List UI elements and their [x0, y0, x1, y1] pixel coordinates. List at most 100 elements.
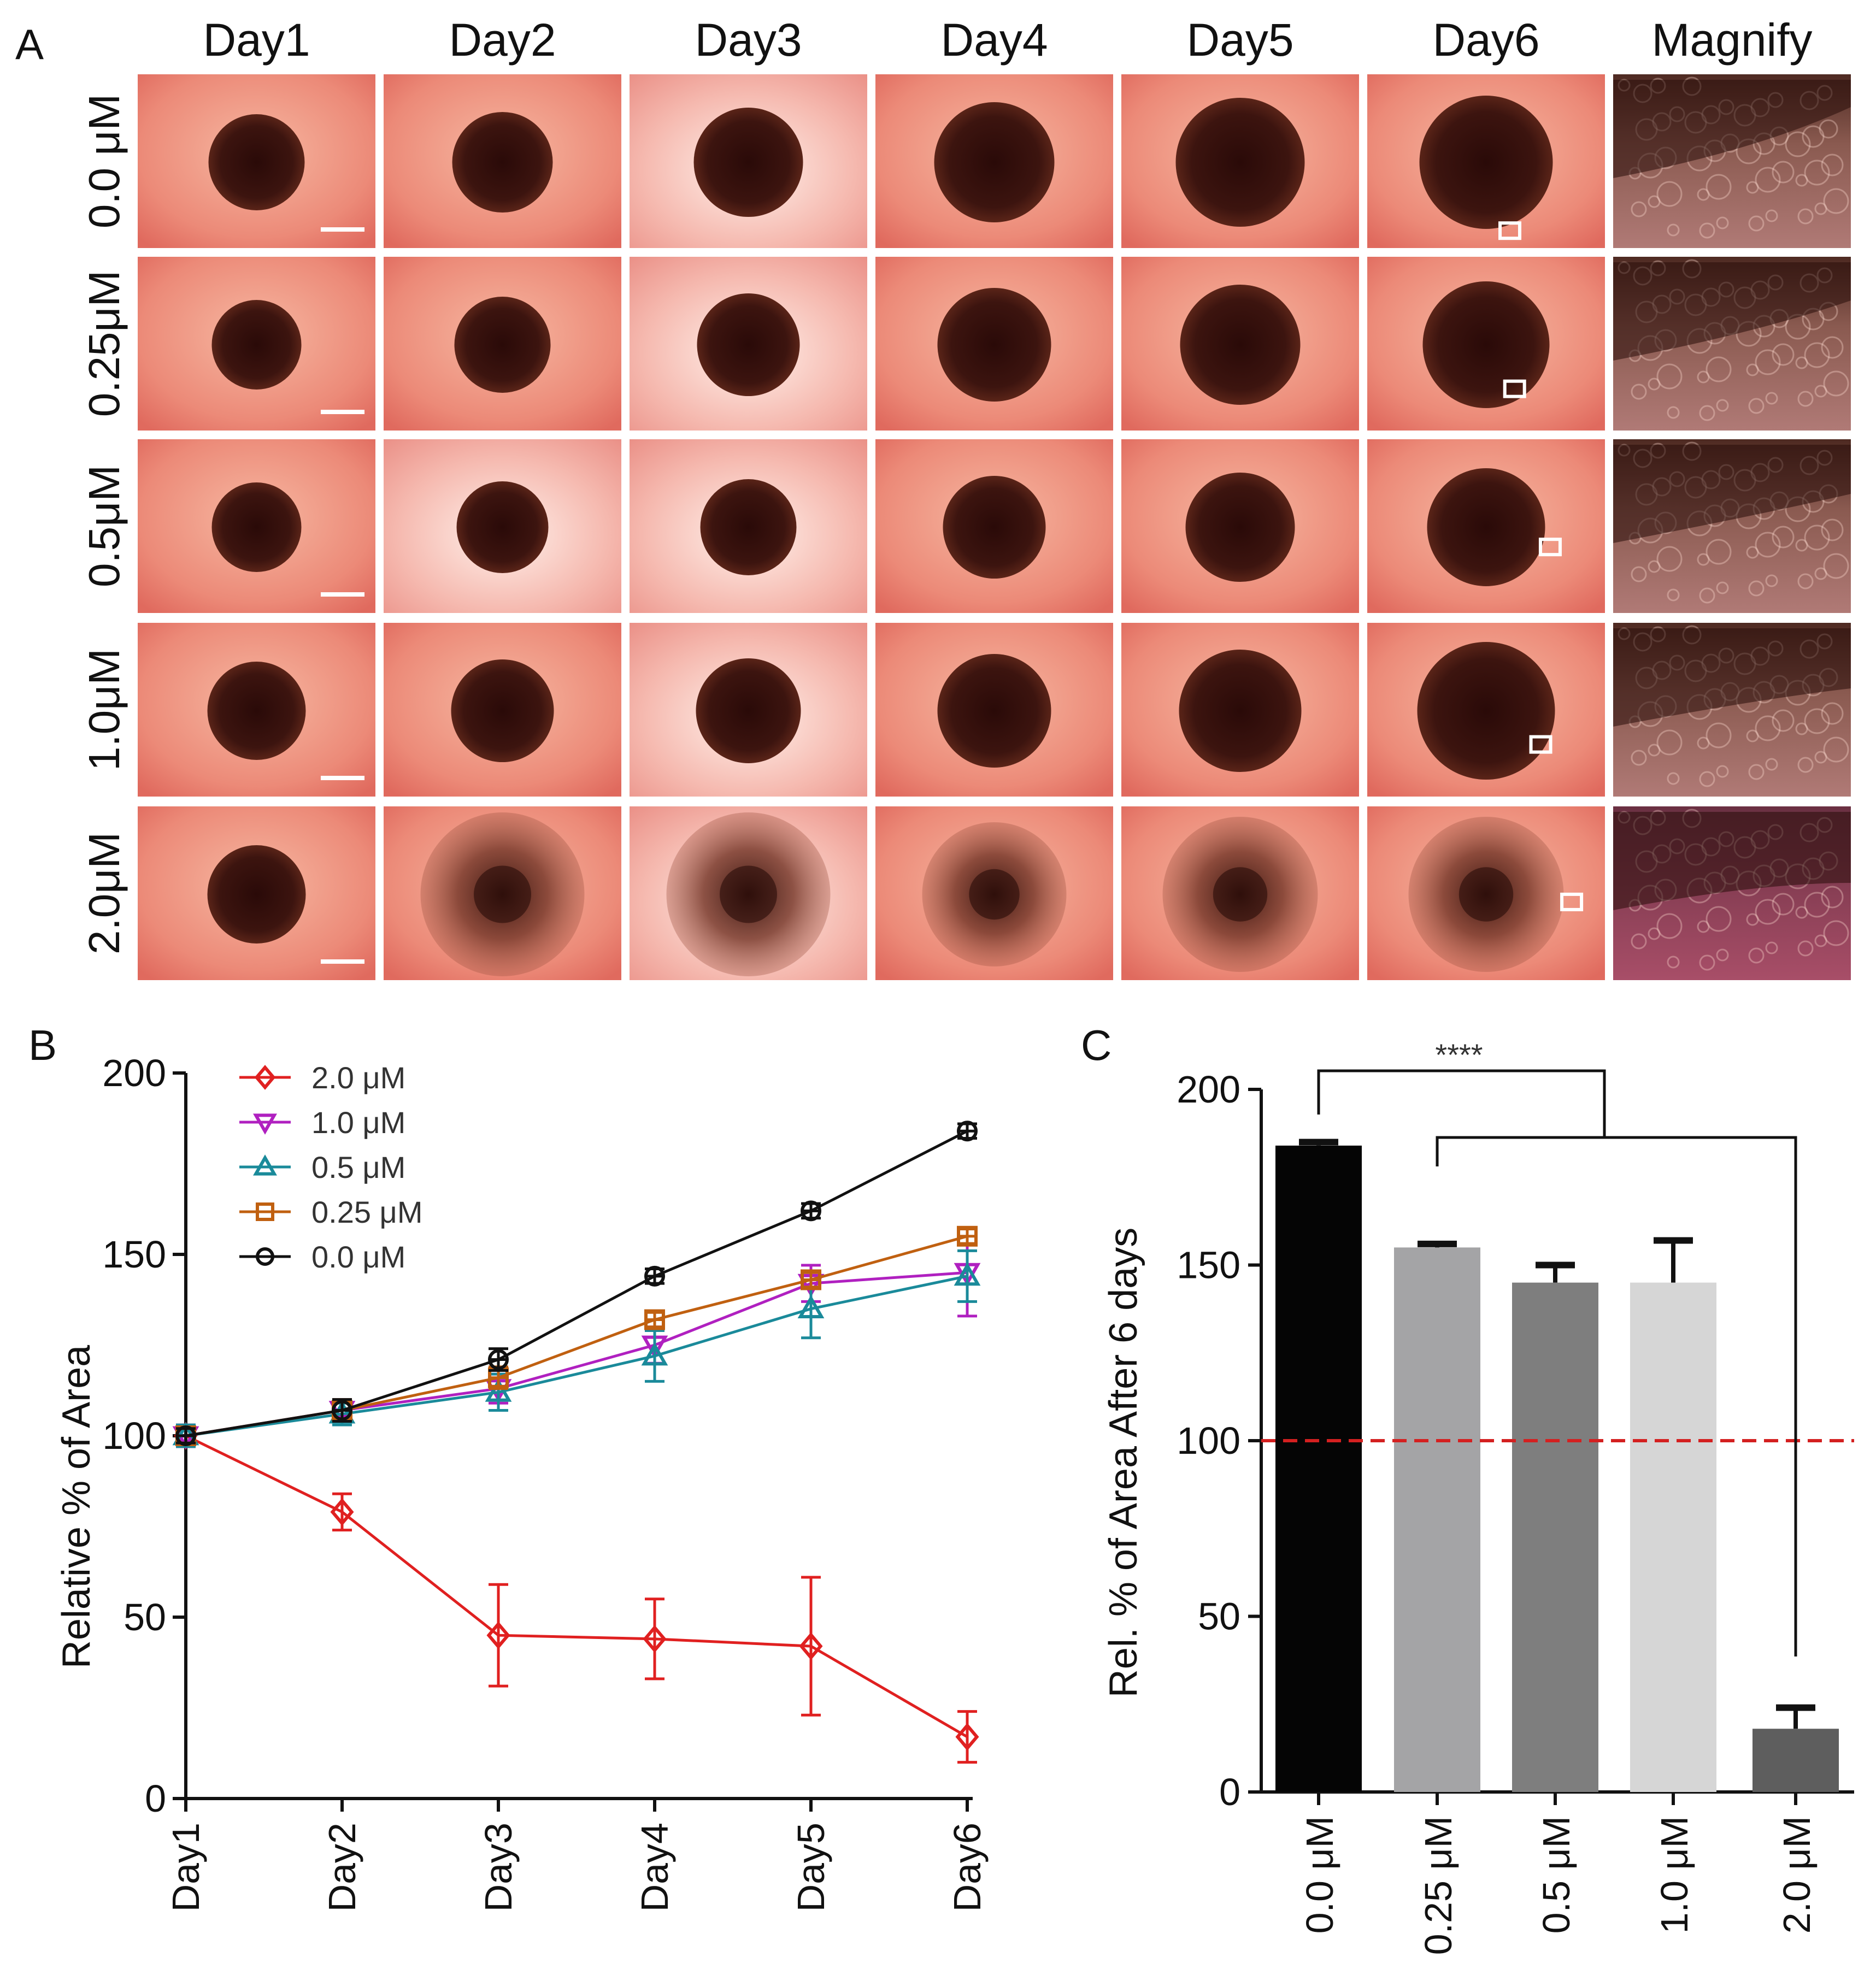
- spheroid: [1185, 473, 1295, 582]
- spheroid-image: [1121, 74, 1359, 248]
- spheroid: [693, 108, 803, 217]
- cell-outline: [1804, 892, 1830, 918]
- spheroid-image: [1121, 257, 1359, 431]
- spheroid: [1417, 642, 1555, 780]
- cell-outline: [1746, 913, 1759, 926]
- cell-outline: [1746, 729, 1759, 742]
- spheroid: [207, 845, 306, 944]
- cell-outline: [1755, 532, 1781, 558]
- spheroid-image: [875, 74, 1113, 248]
- spheroid: [1422, 281, 1550, 408]
- cell-outline: [1804, 160, 1830, 186]
- cell-outline: [1706, 356, 1732, 382]
- bar: [1394, 1247, 1480, 1792]
- spheroid-image: [630, 439, 867, 613]
- bar: [1630, 1282, 1716, 1792]
- marker-triangle-up: [485, 1378, 512, 1402]
- spheroid-core: [474, 865, 531, 923]
- cell-outline: [1823, 736, 1849, 763]
- cell-outline: [1765, 758, 1778, 771]
- spheroid: [1180, 285, 1301, 405]
- series-0.0M: [175, 1121, 978, 1446]
- spheroid-image: [1121, 439, 1359, 613]
- cell-outline: [1814, 934, 1827, 947]
- column-label-day5: Day5: [1186, 14, 1293, 66]
- bracket-upper: [1317, 1069, 1606, 1137]
- cell-outline: [1804, 342, 1830, 368]
- spheroid: [943, 476, 1046, 579]
- bracket-lower: [1436, 1136, 1797, 1656]
- spheroid-image: [1121, 806, 1359, 980]
- y-axis-label: Rel. % of Area After 6 days: [1102, 1228, 1145, 1697]
- cell-outline: [1631, 201, 1647, 217]
- cell-outline: [1755, 349, 1781, 375]
- column-label-day1: Day1: [203, 14, 310, 66]
- marker-diamond: [330, 1498, 354, 1526]
- spheroid: [207, 662, 306, 760]
- magnified-image: [1613, 257, 1851, 431]
- cell-outline: [1748, 947, 1765, 964]
- spheroid-image: [875, 439, 1113, 613]
- cell-outline: [1797, 940, 1814, 957]
- cell-outline: [1697, 370, 1710, 384]
- cell-outline: [1631, 566, 1647, 582]
- row-label: 2.0μM: [80, 832, 128, 954]
- cell-outline: [1648, 744, 1661, 757]
- spheroid: [211, 482, 302, 572]
- spheroid: [1179, 650, 1302, 772]
- legend-label: 0.0 μM: [311, 1240, 405, 1274]
- cell-outline: [1797, 208, 1814, 225]
- spheroid-image: [138, 623, 375, 797]
- y-tick-label: 150: [102, 1233, 166, 1276]
- spheroid-image: [630, 257, 867, 431]
- magnified-image: [1613, 74, 1851, 248]
- legend: 2.0 μM 1.0 μM 0.5 μM 0.25 μM 0.0 μM: [239, 1060, 422, 1274]
- cell-outline: [1706, 539, 1732, 565]
- x-tick-label: Day1: [164, 1823, 207, 1912]
- marker-triangle-down: [253, 1113, 277, 1135]
- cell-outline: [1697, 553, 1710, 566]
- cell-outline: [1795, 356, 1808, 369]
- cell-outline: [1746, 363, 1759, 376]
- column-label-magnify: Magnify: [1651, 14, 1812, 66]
- cell-outline: [1795, 906, 1808, 919]
- cell-outline: [1765, 574, 1778, 587]
- x-tick-label: Day4: [633, 1823, 676, 1912]
- scale-bar: [321, 227, 364, 232]
- cell-outline: [1795, 539, 1808, 552]
- bar-group: 0.25 μM: [1394, 1240, 1480, 1955]
- legend-label: 2.0 μM: [311, 1060, 405, 1095]
- marker-diamond: [643, 1625, 667, 1653]
- marker-diamond: [955, 1723, 979, 1751]
- marker-diamond: [486, 1621, 510, 1649]
- y-tick-label: 0: [145, 1777, 166, 1820]
- spheroid: [456, 481, 549, 573]
- spheroid: [700, 479, 797, 575]
- cell-outline: [1656, 729, 1683, 756]
- cell-outline: [1697, 736, 1710, 750]
- spheroid: [451, 659, 554, 762]
- cell-outline: [1699, 771, 1715, 787]
- spheroid: [454, 297, 551, 393]
- spheroid-image: [138, 439, 375, 613]
- spheroid-core: [1459, 867, 1514, 922]
- series-0.25M: [175, 1225, 978, 1446]
- cell-outline: [1765, 209, 1778, 222]
- x-tick-label: 0.25 μM: [1417, 1816, 1460, 1955]
- cell-outline: [1656, 363, 1683, 390]
- series-line: [185, 1271, 968, 1437]
- cell-outline: [1699, 587, 1715, 604]
- spheroid-image: [875, 623, 1113, 797]
- marker-triangle-up: [253, 1154, 277, 1176]
- cell-outline: [1631, 384, 1647, 400]
- series-2.0M: [174, 1422, 979, 1764]
- cell-outline: [1656, 913, 1683, 939]
- x-tick-label: 2.0 μM: [1775, 1816, 1818, 1933]
- spheroid: [937, 288, 1051, 402]
- magnify-region-box: [1503, 379, 1526, 398]
- cell-outline: [1821, 336, 1844, 359]
- cell-outline: [1804, 524, 1830, 551]
- y-tick-label: 200: [1177, 1068, 1240, 1111]
- spheroid-image: [138, 806, 375, 980]
